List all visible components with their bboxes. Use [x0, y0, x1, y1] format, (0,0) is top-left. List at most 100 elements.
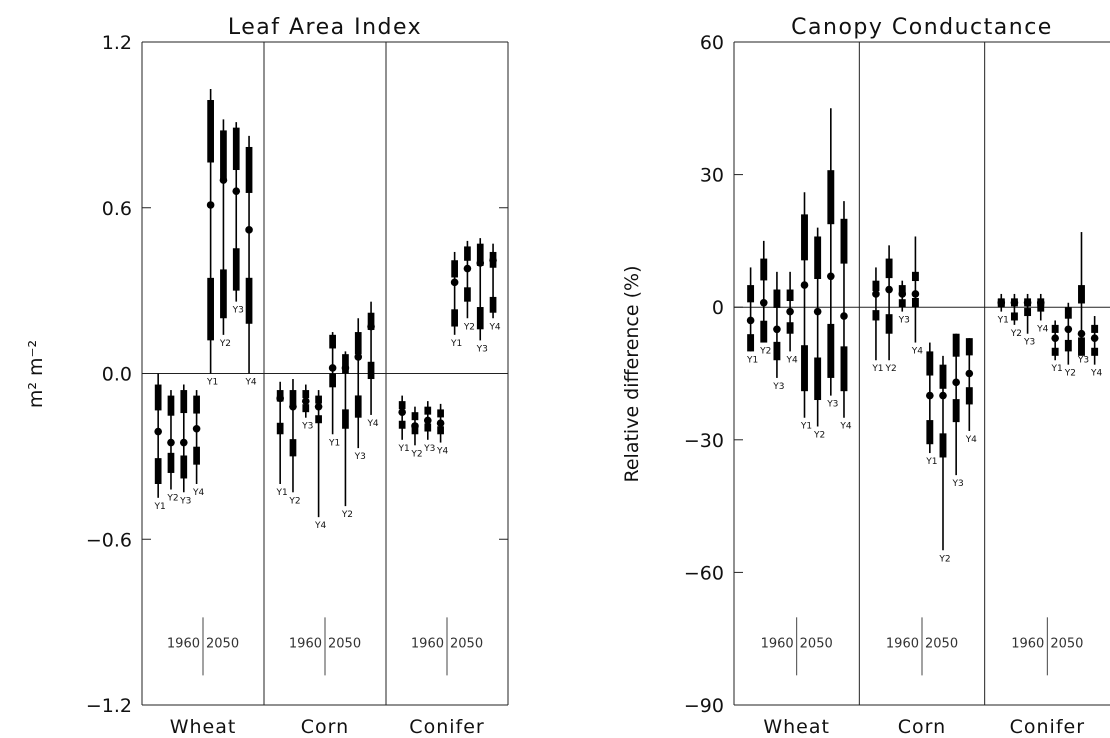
box-median-point: [898, 290, 907, 298]
box-median-point: [192, 424, 201, 433]
box-median-point: [411, 422, 419, 430]
period-label: 2050: [800, 636, 833, 651]
box-lower-bar: [289, 439, 297, 457]
box-lower-bar: [773, 341, 781, 361]
box-lower-bar: [154, 458, 162, 484]
box-median-point: [423, 416, 432, 425]
box-lower-bar: [1078, 337, 1085, 356]
box-median-point: [1090, 334, 1099, 342]
box-upper-bar: [747, 285, 755, 303]
box-year-label: Y1: [1051, 364, 1063, 374]
box-upper-bar: [1051, 324, 1059, 333]
box-median-point: [463, 264, 472, 273]
box-lower-bar: [827, 323, 835, 378]
category-label: Wheat: [763, 716, 830, 738]
box-median-point: [276, 394, 284, 403]
box-upper-bar: [965, 338, 973, 356]
box-year-label: Y2: [938, 554, 950, 564]
box-year-label: Y4: [911, 347, 923, 357]
box-median-point: [450, 278, 459, 287]
box-year-label: Y1: [925, 457, 937, 467]
box-upper-bar: [220, 130, 227, 180]
y-tick-label: −0.6: [86, 529, 132, 551]
box-lower-bar: [872, 310, 880, 321]
box-median-point: [289, 402, 297, 411]
box-year-label: Y1: [997, 316, 1009, 326]
box-upper-bar: [207, 100, 214, 163]
y-tick-label: 0.6: [102, 198, 132, 220]
box-year-label: Y2: [1010, 329, 1022, 339]
box-median-point: [232, 187, 241, 195]
box-upper-bar: [180, 390, 188, 414]
box-median-point: [885, 285, 893, 294]
box-upper-bar: [476, 243, 484, 266]
box-median-point: [1010, 298, 1019, 307]
box-lower-bar: [939, 433, 947, 458]
period-label: 1960: [886, 636, 919, 651]
y-tick-label: −60: [684, 562, 724, 584]
box-upper-bar: [911, 271, 919, 282]
y-tick-label: 0: [712, 297, 724, 319]
box-year-label: Y1: [800, 422, 812, 432]
box-lower-bar: [814, 357, 822, 401]
box-upper-bar: [193, 395, 200, 414]
box-upper-bar: [437, 409, 444, 418]
box-upper-bar: [1091, 324, 1099, 333]
box-median-point: [965, 369, 974, 378]
box-upper-bar: [411, 412, 419, 421]
box-upper-bar: [342, 354, 349, 374]
box-year-label: Y2: [759, 347, 771, 357]
box-year-label: Y4: [366, 419, 378, 429]
box-year-label: Y4: [1090, 369, 1102, 379]
box-year-label: Y3: [772, 382, 784, 392]
box-year-label: Y2: [166, 494, 178, 504]
box-median-point: [179, 438, 188, 447]
box-median-point: [926, 391, 934, 400]
box-year-label: Y3: [354, 452, 366, 462]
box-year-label: Y2: [884, 364, 896, 374]
box-upper-bar: [289, 390, 297, 408]
box-lower-bar: [885, 314, 893, 334]
category-label: Wheat: [170, 716, 237, 738]
box-lower-bar: [747, 334, 755, 352]
box-median-point: [1077, 329, 1086, 338]
box-median-point: [872, 290, 880, 298]
box-upper-bar: [367, 312, 375, 330]
box-year-label: Y3: [179, 496, 191, 506]
box-lower-bar: [898, 299, 906, 308]
box-year-label: Y3: [952, 479, 964, 489]
box-upper-bar: [827, 170, 835, 225]
box-year-label: Y4: [192, 488, 204, 498]
box-year-label: Y1: [206, 378, 218, 388]
box-median-point: [1051, 334, 1059, 342]
box-lower-bar: [342, 409, 349, 429]
box-upper-bar: [840, 218, 848, 264]
category-label: Corn: [898, 716, 946, 738]
box-year-label: Y1: [398, 444, 410, 454]
box-lower-bar: [926, 420, 934, 445]
box-median-point: [911, 290, 920, 298]
box-median-point: [997, 298, 1006, 307]
box-lower-bar: [1064, 339, 1072, 352]
box-lower-bar: [786, 322, 794, 334]
period-label: 1960: [411, 636, 444, 651]
box-median-point: [939, 391, 947, 400]
leaf-area-index-panel: Leaf Area Index −1.2 −0.6 0.0 0.6 1.2 m² m⁻² Wh…: [25, 15, 509, 738]
box-upper-bar: [872, 280, 880, 292]
box-year-label: Y3: [232, 306, 244, 316]
box-lower-bar: [245, 277, 253, 324]
box-lower-bar: [367, 361, 375, 380]
category-label: Conifer: [409, 716, 484, 738]
box-upper-bar: [939, 364, 947, 389]
box-lower-bar: [437, 426, 444, 435]
box-upper-bar: [232, 127, 240, 171]
box-lower-bar: [180, 455, 188, 479]
box-median-point: [759, 298, 768, 307]
box-lower-bar: [424, 423, 432, 432]
box-upper-bar: [245, 146, 253, 193]
box-lower-bar: [489, 296, 497, 313]
box-year-label: Y1: [871, 364, 883, 374]
box-median-point: [301, 397, 310, 405]
box-upper-bar: [1078, 285, 1085, 304]
